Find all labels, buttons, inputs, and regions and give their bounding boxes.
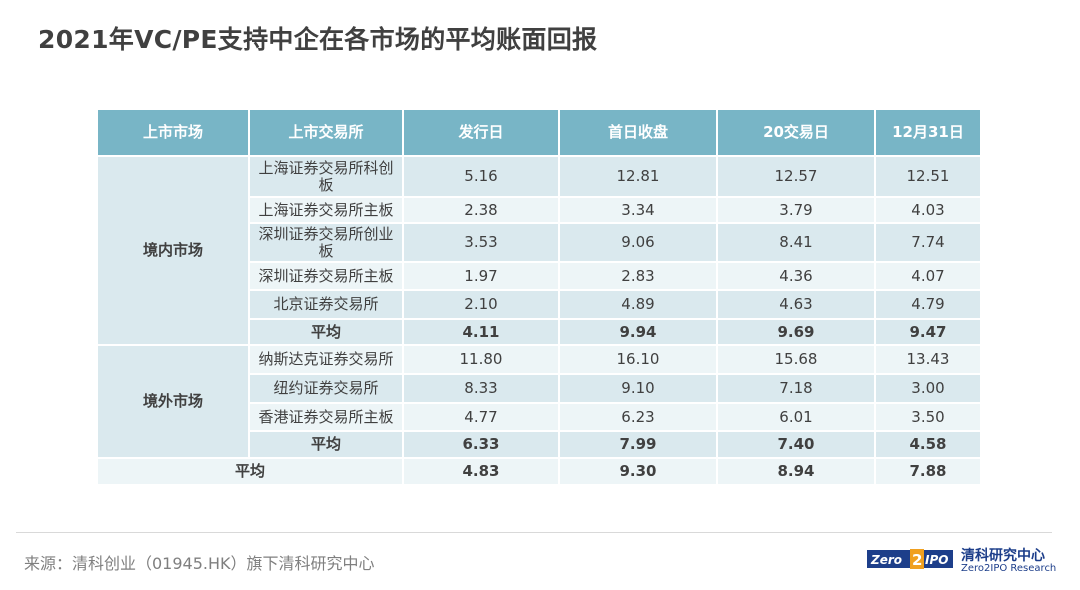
exchange-cell: 上海证券交易所主板	[248, 196, 404, 224]
source-note: 来源：清科创业（01945.HK）旗下清科研究中心	[24, 554, 375, 573]
zero2ipo-logo-mark: Zero 2 IPO	[867, 549, 953, 569]
header-cell: 首日收盘	[558, 108, 718, 157]
value-cell: 15.68	[716, 344, 876, 375]
avg-value: 9.69	[716, 318, 876, 346]
value-cell: 3.79	[716, 196, 876, 224]
logo-name-en: Zero2IPO Research	[961, 563, 1057, 574]
subtotal-row: 平均 6.33 7.99 7.40 4.58	[97, 430, 982, 459]
value-cell: 4.89	[558, 289, 718, 320]
value-cell: 3.50	[874, 402, 982, 432]
header-cell: 上市市场	[96, 108, 250, 157]
table-row: 香港证券交易所主板 4.77 6.23 6.01 3.50	[97, 402, 982, 432]
avg-value: 6.33	[402, 430, 560, 459]
value-cell: 6.23	[558, 402, 718, 432]
total-row: 平均 4.83 9.30 8.94 7.88	[96, 457, 982, 486]
logo-name-cn: 清科研究中心	[961, 548, 1045, 564]
total-value: 4.83	[402, 457, 560, 486]
value-cell: 6.01	[716, 402, 876, 432]
value-cell: 4.79	[874, 289, 982, 320]
value-cell: 12.57	[716, 155, 876, 198]
footer-divider	[16, 532, 1052, 533]
table-row: 上海证券交易所主板 2.38 3.34 3.79 4.03	[97, 196, 982, 224]
header-cell: 发行日	[402, 108, 560, 157]
exchange-cell: 上海证券交易所科创板	[248, 155, 404, 198]
avg-value: 7.99	[558, 430, 718, 459]
avg-value: 9.94	[558, 318, 718, 346]
value-cell: 12.51	[874, 155, 982, 198]
header-cell: 20交易日	[716, 108, 876, 157]
svg-text:2: 2	[912, 551, 922, 569]
value-cell: 4.63	[716, 289, 876, 320]
avg-label: 平均	[248, 318, 404, 346]
value-cell: 4.77	[402, 402, 560, 432]
total-value: 9.30	[558, 457, 718, 486]
table-row: 深圳证券交易所创业板 3.53 9.06 8.41 7.74	[97, 222, 982, 263]
value-cell: 7.74	[874, 222, 982, 263]
header-cell: 上市交易所	[248, 108, 404, 157]
avg-value: 9.47	[874, 318, 982, 346]
table-header-row: 上市市场 上市交易所 发行日 首日收盘 20交易日 12月31日	[96, 108, 982, 157]
value-cell: 11.80	[402, 344, 560, 375]
value-cell: 12.81	[558, 155, 718, 198]
value-cell: 16.10	[558, 344, 718, 375]
exchange-cell: 纳斯达克证券交易所	[248, 344, 404, 375]
exchange-cell: 深圳证券交易所创业板	[248, 222, 404, 263]
value-cell: 2.38	[402, 196, 560, 224]
value-cell: 1.97	[402, 261, 560, 291]
returns-table: 上市市场 上市交易所 发行日 首日收盘 20交易日 12月31日 境内市场 上海…	[96, 108, 982, 486]
value-cell: 2.10	[402, 289, 560, 320]
value-cell: 13.43	[874, 344, 982, 375]
value-cell: 4.03	[874, 196, 982, 224]
value-cell: 9.10	[558, 373, 718, 404]
exchange-cell: 北京证券交易所	[248, 289, 404, 320]
market-cell-domestic: 境内市场	[96, 155, 250, 346]
value-cell: 3.53	[402, 222, 560, 263]
table-row: 深圳证券交易所主板 1.97 2.83 4.36 4.07	[97, 261, 982, 291]
value-cell: 9.06	[558, 222, 718, 263]
value-cell: 5.16	[402, 155, 560, 198]
table-row: 北京证券交易所 2.10 4.89 4.63 4.79	[97, 289, 982, 320]
value-cell: 4.07	[874, 261, 982, 291]
value-cell: 3.34	[558, 196, 718, 224]
value-cell: 8.41	[716, 222, 876, 263]
market-cell-overseas: 境外市场	[96, 344, 250, 459]
total-value: 8.94	[716, 457, 876, 486]
exchange-cell: 纽约证券交易所	[248, 373, 404, 404]
avg-label: 平均	[248, 430, 404, 459]
value-cell: 7.18	[716, 373, 876, 404]
value-cell: 3.00	[874, 373, 982, 404]
page-title: 2021年VC/PE支持中企在各市场的平均账面回报	[38, 25, 598, 54]
exchange-cell: 香港证券交易所主板	[248, 402, 404, 432]
table-row: 纽约证券交易所 8.33 9.10 7.18 3.00	[97, 373, 982, 404]
svg-text:Zero: Zero	[870, 553, 902, 567]
header-cell: 12月31日	[874, 108, 982, 157]
exchange-cell: 深圳证券交易所主板	[248, 261, 404, 291]
total-label: 平均	[96, 457, 404, 486]
table-row: 境内市场 上海证券交易所科创板 5.16 12.81 12.57 12.51	[96, 155, 982, 346]
avg-value: 4.58	[874, 430, 982, 459]
value-cell: 8.33	[402, 373, 560, 404]
table-row: 境外市场 纳斯达克证券交易所 11.80 16.10 15.68 13.43	[96, 344, 982, 459]
total-value: 7.88	[874, 457, 982, 486]
value-cell: 2.83	[558, 261, 718, 291]
zero2ipo-logo: Zero 2 IPO 清科研究中心 Zero2IPO Research	[867, 544, 1057, 580]
avg-value: 4.11	[402, 318, 560, 346]
svg-text:IPO: IPO	[925, 553, 948, 567]
avg-value: 7.40	[716, 430, 876, 459]
subtotal-row: 平均 4.11 9.94 9.69 9.47	[97, 318, 982, 346]
value-cell: 4.36	[716, 261, 876, 291]
